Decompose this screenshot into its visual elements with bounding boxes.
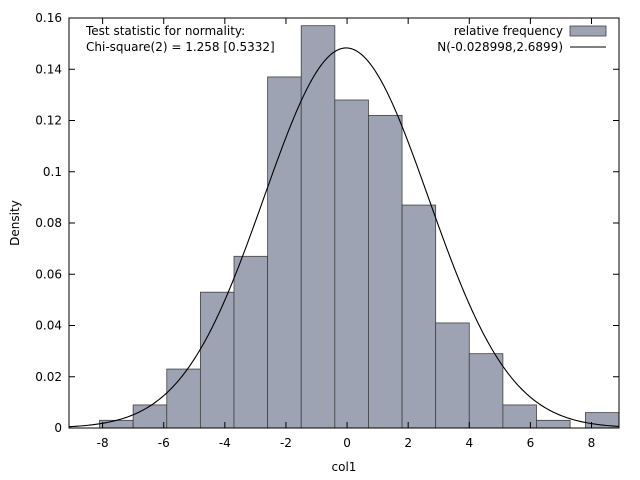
- x-tick-label: -6: [158, 436, 170, 450]
- histogram-bar: [267, 76, 302, 429]
- histogram-bar: [334, 99, 369, 429]
- legend: relative frequency N(-0.028998,2.6899): [437, 24, 607, 54]
- normal-density-curve: [68, 47, 620, 428]
- histogram-bar: [233, 255, 269, 429]
- y-tick-label: 0.08: [35, 216, 62, 230]
- histogram-bar: [166, 368, 201, 429]
- histogram-bar: [99, 419, 134, 429]
- histogram-bar: [468, 353, 504, 429]
- histogram-bar: [300, 25, 336, 429]
- histogram-bar: [132, 404, 168, 429]
- x-tick-label: -4: [219, 436, 231, 450]
- y-tick-label: 0: [54, 421, 62, 435]
- y-tick-label: 0.06: [35, 267, 62, 281]
- x-tick-label: -2: [280, 436, 292, 450]
- y-tick-label: 0.12: [35, 114, 62, 128]
- normality-test-label: Test statistic for normality:: [85, 24, 245, 38]
- y-tick-label: 0.1: [43, 165, 62, 179]
- x-tick-label: 4: [465, 436, 473, 450]
- histogram-bar: [199, 291, 235, 429]
- x-tick-label: -8: [97, 436, 109, 450]
- x-axis-ticks: -8 -6 -4 -2 0 2 4 6 8: [97, 18, 596, 450]
- y-tick-label: 0.02: [35, 370, 62, 384]
- x-axis-label: col1: [332, 460, 357, 474]
- legend-label-normal-curve: N(-0.028998,2.6899): [437, 40, 563, 54]
- histogram-bars: [99, 25, 620, 429]
- histogram-bar: [502, 404, 537, 429]
- histogram-bar: [536, 419, 571, 429]
- x-tick-label: 8: [588, 436, 596, 450]
- y-tick-label: 0.14: [35, 62, 62, 76]
- histogram-bar: [435, 322, 470, 429]
- y-tick-label: 0.16: [35, 11, 62, 25]
- histogram-bar: [368, 114, 403, 429]
- x-tick-label: 6: [527, 436, 535, 450]
- histogram-bar: [401, 204, 437, 429]
- x-tick-label: 0: [343, 436, 351, 450]
- legend-swatch-relative-frequency: [569, 25, 607, 37]
- y-axis-ticks: 0 0.02 0.04 0.06 0.08 0.1 0.12 0.14 0.16: [35, 11, 619, 435]
- y-axis-label: Density: [8, 200, 22, 246]
- x-tick-label: 2: [404, 436, 412, 450]
- chi-square-result: Chi-square(2) = 1.258 [0.5332]: [86, 40, 275, 54]
- legend-label-relative-frequency: relative frequency: [454, 24, 563, 38]
- y-tick-label: 0.04: [35, 319, 62, 333]
